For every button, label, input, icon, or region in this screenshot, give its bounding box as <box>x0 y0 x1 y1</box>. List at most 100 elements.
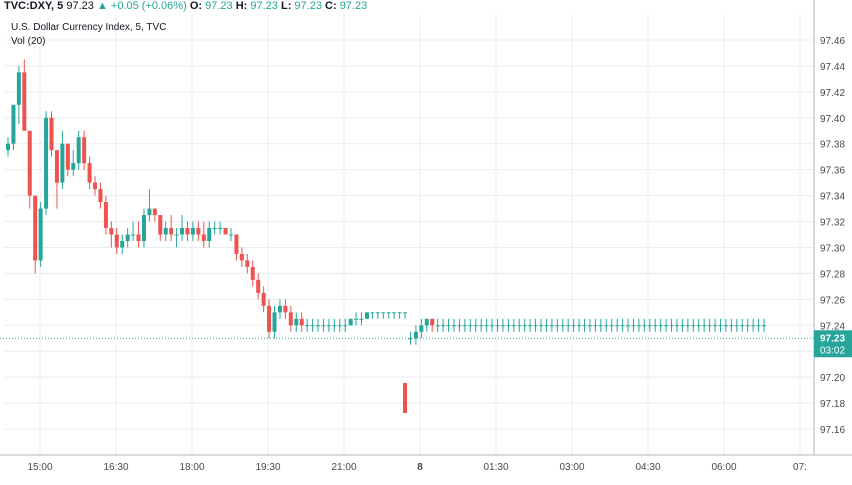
candle-body <box>593 325 598 327</box>
candle-body <box>408 338 413 340</box>
candle-body <box>511 325 516 327</box>
y-tick-label: 97.44 <box>820 62 845 73</box>
candle-body <box>468 325 473 327</box>
candle-body <box>462 325 467 327</box>
candle-body <box>500 325 505 327</box>
candle-body <box>277 305 282 313</box>
up-arrow-icon: ▲ <box>96 0 108 12</box>
candle-body <box>299 318 304 326</box>
candle-body <box>528 325 533 327</box>
candle-body <box>370 312 375 314</box>
candle-body <box>680 325 685 327</box>
y-tick-label: 97.20 <box>820 373 845 384</box>
y-tick-label: 97.16 <box>820 425 845 436</box>
candle-body <box>109 228 114 235</box>
candle-body <box>490 325 495 327</box>
candle-body <box>114 234 119 248</box>
candle-body <box>582 325 587 327</box>
price-tag-countdown: 03:02 <box>820 345 845 356</box>
candle-body <box>250 266 255 280</box>
candle-body <box>386 312 391 314</box>
candle-body <box>261 292 266 306</box>
y-tick-label: 97.28 <box>820 269 845 280</box>
candle-body <box>435 325 440 327</box>
open-value: 97.23 <box>205 0 233 12</box>
candle-body <box>326 325 331 327</box>
candle-body <box>691 325 696 327</box>
candle-body <box>533 325 538 327</box>
high-value: 97.23 <box>250 0 278 12</box>
close-label: C: <box>325 0 337 12</box>
candle-body <box>620 325 625 327</box>
last-price: 97.23 <box>66 0 94 12</box>
candle-body <box>267 305 272 332</box>
candle-body <box>364 312 369 319</box>
y-tick-label: 97.40 <box>820 114 845 125</box>
candle-body <box>740 325 745 327</box>
volume-legend[interactable]: Vol (20) <box>11 36 46 47</box>
candle-body <box>609 325 614 327</box>
candle-body <box>316 325 321 327</box>
candle-body <box>190 228 195 235</box>
candle-body <box>65 143 70 170</box>
candle-body <box>571 325 576 327</box>
x-tick-label: 18:00 <box>179 462 204 473</box>
y-tick-label: 97.30 <box>820 243 845 254</box>
candle-body <box>332 325 337 327</box>
candle-body <box>272 312 277 332</box>
candle-body <box>669 325 674 327</box>
candle-body <box>457 325 462 327</box>
candle-body <box>397 312 402 314</box>
candle-body <box>27 130 32 196</box>
x-tick-label: 21:00 <box>331 462 356 473</box>
candle-body <box>49 117 54 151</box>
candle-body <box>658 325 663 327</box>
candle-body <box>22 72 27 131</box>
candle-body <box>288 312 293 326</box>
candle-body <box>756 325 761 327</box>
candle-body <box>120 240 125 248</box>
candle-body <box>201 234 206 241</box>
candle-body <box>131 234 136 236</box>
symbol-name[interactable]: TVC:DXY, 5 <box>4 0 64 12</box>
candle-body <box>495 325 500 327</box>
candle-body <box>152 208 157 216</box>
candle-body <box>696 325 701 327</box>
x-tick-label: 19:30 <box>255 462 280 473</box>
candle-body <box>615 325 620 327</box>
candle-body <box>413 331 418 339</box>
high-label: H: <box>235 0 248 12</box>
open-label: O: <box>189 0 203 12</box>
candle-body <box>451 325 456 327</box>
candle-body <box>125 234 130 241</box>
y-tick-label: 97.46 <box>820 36 845 47</box>
study-title: U.S. Dollar Currency Index, 5, TVC <box>11 22 167 33</box>
candle-body <box>392 312 397 314</box>
y-tick-label: 97.18 <box>820 399 845 410</box>
candle-body <box>11 104 16 144</box>
y-tick-label: 97.34 <box>820 192 845 203</box>
candle-body <box>212 228 217 230</box>
candle-body <box>348 318 353 326</box>
candle-body <box>539 325 544 327</box>
candle-body <box>71 163 76 170</box>
candle-body <box>218 228 223 230</box>
candle-body <box>517 325 522 327</box>
candle-body <box>664 325 669 327</box>
x-tick-label: 04:30 <box>635 462 660 473</box>
candle-body <box>180 228 185 235</box>
candle-body <box>577 325 582 327</box>
candle-body <box>54 150 59 183</box>
candle-body <box>631 325 636 327</box>
candle-body <box>549 325 554 327</box>
candle-body <box>103 202 108 229</box>
candle-body <box>136 234 141 241</box>
candle-body <box>587 325 592 327</box>
close-value: 97.23 <box>339 0 368 12</box>
y-tick-label: 97.36 <box>820 166 845 177</box>
candle-body <box>479 325 484 327</box>
candle-body <box>93 182 98 190</box>
symbol-header: TVC:DXY, 5 97.23 ▲ +0.05 (+0.06%) O: 97.… <box>4 0 367 12</box>
candle-body <box>723 325 728 327</box>
